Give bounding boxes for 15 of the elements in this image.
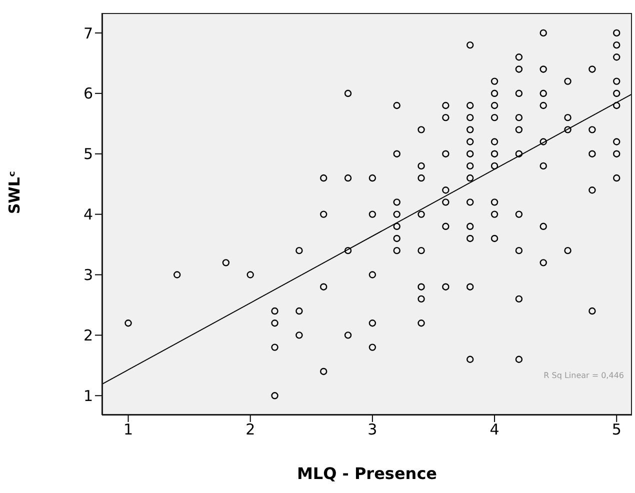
- y-tick-label: 7: [83, 24, 93, 42]
- annotation: R Sq Linear = 0,446: [544, 371, 624, 380]
- x-tick-label: 2: [246, 420, 256, 439]
- x-tick-label: 4: [490, 420, 500, 439]
- y-axis-title: SWLᶜ: [5, 170, 24, 214]
- x-tick-label: 1: [123, 420, 134, 439]
- y-tick-label: 5: [83, 145, 93, 164]
- x-tick-label: 5: [612, 420, 622, 439]
- y-tick-label: 1: [83, 386, 93, 405]
- y-tick-label: 2: [83, 326, 93, 345]
- y-tick-label: 6: [83, 84, 93, 103]
- x-axis-title: MLQ - Presence: [296, 464, 438, 483]
- x-tick-label: 3: [368, 420, 378, 439]
- y-tick-label: 3: [83, 266, 93, 284]
- y-tick-label: 4: [83, 206, 93, 224]
